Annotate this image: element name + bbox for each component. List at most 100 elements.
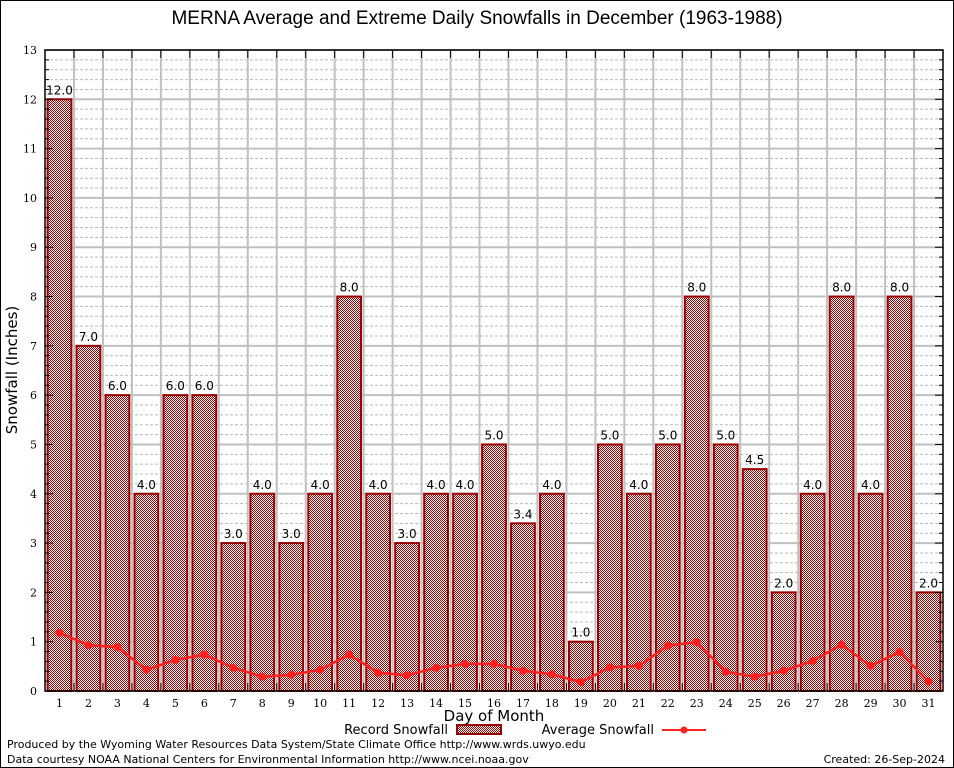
- record-bar: [423, 492, 449, 692]
- y-tick-label: 0: [30, 685, 37, 698]
- y-tick-label: 2: [30, 586, 37, 599]
- x-tick-label: 5: [172, 697, 179, 710]
- record-bar: [162, 394, 189, 692]
- average-point: [287, 670, 296, 679]
- x-tick-label: 16: [487, 697, 501, 710]
- bar-value-label: 4.5: [745, 453, 764, 467]
- x-tick-label: 18: [545, 697, 559, 710]
- x-tick-label: 28: [835, 697, 849, 710]
- y-tick-label: 11: [23, 143, 37, 156]
- y-tick-label: 10: [23, 192, 37, 205]
- average-point: [779, 666, 788, 675]
- average-point: [229, 663, 238, 672]
- x-tick-label: 11: [342, 697, 356, 710]
- record-bar: [596, 443, 623, 693]
- bars-series: [46, 98, 942, 693]
- x-tick-label: 12: [371, 697, 385, 710]
- average-point: [692, 638, 701, 647]
- x-tick-label: 29: [864, 697, 878, 710]
- average-point: [634, 661, 643, 670]
- bar-value-label: 3.0: [282, 527, 301, 541]
- average-point: [432, 663, 441, 672]
- record-bar: [191, 394, 218, 692]
- record-bar: [336, 295, 363, 692]
- record-bar: [394, 542, 420, 692]
- record-bar: [741, 468, 768, 692]
- bar-value-label: 4.0: [542, 478, 561, 492]
- bar-value-label: 5.0: [600, 428, 619, 442]
- record-bar: [133, 492, 160, 692]
- bar-value-label: 8.0: [340, 281, 359, 295]
- record-bar: [510, 522, 536, 692]
- bar-value-label: 6.0: [108, 379, 127, 393]
- footer-produced-by: Produced by the Wyoming Water Resources …: [7, 738, 586, 751]
- record-bar: [886, 295, 913, 692]
- chart-title: MERNA Average and Extreme Daily Snowfall…: [171, 8, 783, 29]
- bar-value-label: 4.0: [629, 478, 648, 492]
- bar-value-label: 5.0: [658, 428, 677, 442]
- record-bar: [654, 443, 681, 693]
- bar-value-label: 7.0: [79, 330, 98, 344]
- x-tick-label: 21: [632, 697, 646, 710]
- axes: [44, 49, 944, 692]
- average-point: [924, 677, 933, 686]
- average-point: [84, 641, 93, 650]
- bar-value-label: 4.0: [369, 478, 388, 492]
- x-tick-label: 7: [230, 697, 237, 710]
- x-tick-label: 6: [201, 697, 208, 710]
- legend-label-average: Average Snowfall: [542, 723, 654, 738]
- average-point: [403, 671, 412, 680]
- bar-value-label: 4.0: [137, 478, 156, 492]
- bar-value-label: 2.0: [919, 576, 938, 590]
- y-tick-label: 8: [30, 291, 37, 304]
- average-point: [490, 659, 498, 668]
- bar-labels: 12.0 7.0 6.0 4.0 6.0 6.0 3.0 4.0 3.0 4.0 8.0 4.0 3.0…: [46, 83, 938, 639]
- bar-value-label: 5.0: [484, 428, 503, 442]
- y-tick-label: 9: [30, 241, 37, 254]
- y-tick-label: 1: [30, 636, 37, 649]
- average-point: [374, 668, 383, 677]
- bar-value-label: 3.0: [398, 527, 417, 541]
- x-tick-label: 23: [690, 697, 704, 710]
- bar-value-label: 5.0: [716, 428, 735, 442]
- bar-value-label: 4.0: [861, 478, 880, 492]
- bar-value-label: 3.4: [513, 507, 532, 521]
- x-tick-labels: 1 2 3 4 5 6 7 8 9 10 11 12 13 14 15 16 17 18 19 20 21 22 23 24 2…: [56, 697, 936, 710]
- x-tick-label: 24: [719, 697, 733, 710]
- record-bar: [307, 492, 334, 692]
- x-tick-label: 10: [313, 697, 327, 710]
- bar-value-label: 4.0: [311, 478, 330, 492]
- record-bar: [712, 443, 739, 693]
- legend-swatch-record: [456, 724, 502, 735]
- x-axis-label: Day of Month: [444, 707, 545, 725]
- record-bar: [539, 492, 565, 692]
- average-point: [142, 665, 151, 674]
- y-tick-label: 12: [23, 93, 37, 106]
- legend-marker-average: [680, 726, 688, 734]
- x-tick-label: 26: [777, 697, 791, 710]
- bar-value-label: 8.0: [890, 281, 909, 295]
- average-point: [750, 672, 759, 681]
- average-line-series: [55, 628, 933, 687]
- bar-value-label: 6.0: [166, 379, 185, 393]
- record-bar: [828, 295, 855, 692]
- average-point: [663, 641, 672, 650]
- average-point: [345, 650, 354, 659]
- y-tick-label: 4: [30, 488, 37, 501]
- record-bar: [365, 492, 392, 692]
- x-tick-label: 8: [259, 697, 266, 710]
- average-point: [837, 640, 846, 649]
- bar-value-label: 4.0: [253, 478, 272, 492]
- average-point: [808, 656, 817, 665]
- y-tick-label: 3: [30, 537, 37, 550]
- x-tick-label: 14: [429, 697, 443, 710]
- y-tick-label: 6: [30, 389, 37, 402]
- x-tick-label: 30: [893, 697, 907, 710]
- record-bar: [249, 492, 276, 692]
- x-tick-label: 17: [516, 697, 530, 710]
- x-tick-label: 25: [748, 697, 762, 710]
- legend-label-record: Record Snowfall: [344, 723, 448, 738]
- bar-value-label: 2.0: [774, 576, 793, 590]
